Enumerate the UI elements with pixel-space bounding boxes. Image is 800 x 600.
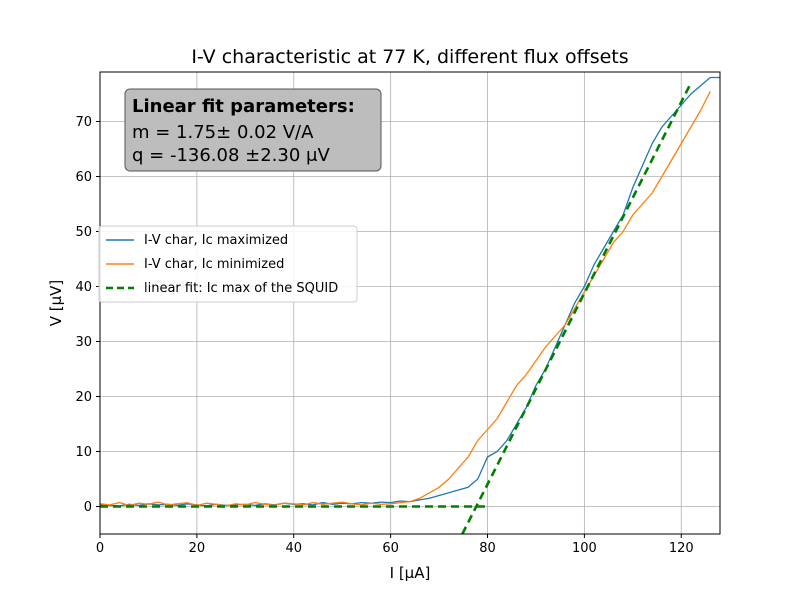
y-ticks: 0 10 20 30 40 50 60 70 [75, 115, 100, 515]
fit-parameters-intercept: q = -136.08 ±2.30 μV [132, 145, 330, 166]
y-tick-label: 60 [75, 170, 92, 185]
x-tick-label: 80 [479, 541, 496, 556]
y-tick-label: 10 [75, 445, 92, 460]
fit-parameters-slope: m = 1.75± 0.02 V/A [132, 122, 314, 143]
y-tick-label: 30 [75, 335, 92, 350]
fit-parameters-heading: Linear fit parameters: [132, 96, 355, 117]
y-tick-label: 0 [84, 500, 92, 515]
legend-frame [98, 225, 358, 303]
x-tick-label: 0 [96, 541, 104, 556]
x-tick-label: 60 [382, 541, 399, 556]
x-tick-label: 20 [189, 541, 206, 556]
y-axis-label: V [μV] [47, 280, 65, 327]
y-tick-label: 40 [75, 280, 92, 295]
fit-parameters-box: Linear fit parameters: m = 1.75± 0.02 V/… [124, 88, 382, 172]
legend: I-V char, Ic maximized I-V char, Ic mini… [98, 225, 358, 303]
plot-frame [99, 71, 721, 535]
x-axis-label: I [μA] [390, 564, 431, 582]
x-ticks: 0 20 40 60 80 100 120 [96, 534, 694, 556]
x-tick-label: 40 [285, 541, 302, 556]
fit-parameters-background [124, 88, 382, 172]
x-tick-label: 100 [572, 541, 597, 556]
chart-title: I-V characteristic at 77 K, different fl… [191, 46, 628, 68]
y-tick-label: 70 [75, 115, 92, 130]
y-tick-label: 20 [75, 390, 92, 405]
y-tick-label: 50 [75, 225, 92, 240]
series-line-ic-minimized [99, 91, 711, 507]
series-line-linear-fit [100, 82, 693, 535]
x-tick-label: 120 [669, 541, 694, 556]
legend-label-maximized: I-V char, Ic maximized [144, 233, 288, 248]
legend-label-fit: linear fit: Ic max of the SQUID [144, 281, 338, 296]
legend-label-minimized: I-V char, Ic minimized [144, 257, 284, 272]
series-layer [99, 76, 720, 535]
